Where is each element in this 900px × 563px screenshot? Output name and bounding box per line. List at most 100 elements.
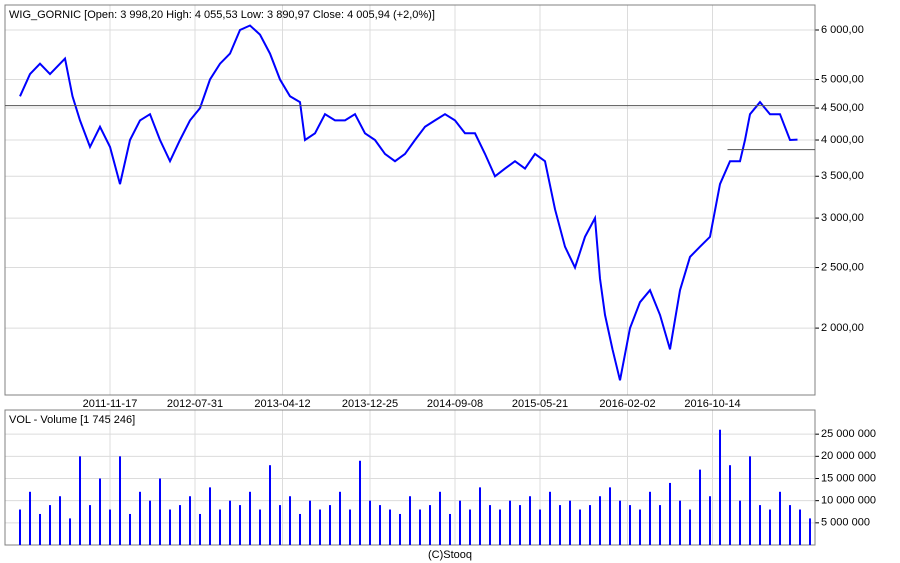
volume-bar [99, 478, 101, 545]
volume-bar [209, 487, 211, 545]
y-tick-label: 5 000 000 [821, 517, 870, 529]
volume-bar [569, 500, 571, 545]
y-tick-label: 10 000 000 [821, 495, 876, 507]
y-tick-label: 3 500,00 [821, 170, 864, 182]
volume-bar [599, 496, 601, 545]
x-tick-label: 2014-09-08 [427, 398, 483, 410]
y-tick-label: 5 000,00 [821, 73, 864, 85]
volume-bar [149, 500, 151, 545]
volume-bar [299, 513, 301, 545]
volume-bar [609, 487, 611, 545]
volume-bar [529, 496, 531, 545]
volume-bar [679, 500, 681, 545]
x-tick-label: 2015-05-21 [512, 398, 568, 410]
y-tick-label: 15 000 000 [821, 472, 876, 484]
x-tick-label: 2016-02-02 [599, 398, 655, 410]
volume-bar [589, 505, 591, 545]
volume-bar [309, 500, 311, 545]
volume-bar [419, 509, 421, 545]
volume-bar [129, 513, 131, 545]
volume-bar [719, 429, 721, 545]
panel-title: VOL - Volume [1 745 246] [9, 414, 135, 426]
volume-bar [779, 491, 781, 545]
volume-bar [629, 505, 631, 545]
footer: (C)Stooq [428, 549, 472, 561]
volume-bar [439, 491, 441, 545]
volume-bar [19, 509, 21, 545]
plot-frame [4, 4, 816, 396]
volume-bar [119, 456, 121, 545]
volume-bar [709, 496, 711, 545]
y-tick-label: 6 000,00 [821, 24, 864, 36]
y-tick-label: 2 500,00 [821, 261, 864, 273]
volume-bar [499, 509, 501, 545]
volume-bar [559, 505, 561, 545]
volume-bar [189, 496, 191, 545]
volume-bar [339, 491, 341, 545]
volume-bar [539, 509, 541, 545]
volume-bar [259, 509, 261, 545]
volume-bar [729, 465, 731, 545]
y-tick-label: 3 000,00 [821, 212, 864, 224]
volume-bar [689, 509, 691, 545]
volume-bar [509, 500, 511, 545]
volume-bar [619, 500, 621, 545]
volume-bar [69, 518, 71, 545]
volume-bar [649, 491, 651, 545]
plot-area [5, 5, 815, 395]
volume-bar [379, 505, 381, 545]
volume-bar [659, 505, 661, 545]
volume-bar [459, 500, 461, 545]
volume-bar [809, 518, 811, 545]
volume-bar [289, 496, 291, 545]
y-tick-label: 20 000 000 [821, 450, 876, 462]
volume-bar [89, 505, 91, 545]
volume-bar [59, 496, 61, 545]
volume-bar [319, 509, 321, 545]
volume-bar [799, 509, 801, 545]
volume-bar [239, 505, 241, 545]
volume-bar [429, 505, 431, 545]
volume-bar [369, 500, 371, 545]
x-tick-label: 2013-12-25 [342, 398, 398, 410]
volume-bar [349, 509, 351, 545]
volume-bar [219, 509, 221, 545]
volume-bar [639, 509, 641, 545]
x-tick-label: 2013-04-12 [254, 398, 310, 410]
volume-bar [409, 496, 411, 545]
volume-bar [39, 513, 41, 545]
volume-bar [29, 491, 31, 545]
volume-bar [179, 505, 181, 545]
volume-bar [329, 505, 331, 545]
volume-bar [489, 505, 491, 545]
volume-bar [249, 491, 251, 545]
price-line [19, 24, 798, 381]
volume-bar [769, 509, 771, 545]
y-tick-label: 2 000,00 [821, 322, 864, 334]
volume-bar [449, 513, 451, 545]
volume-bar [669, 482, 671, 545]
volume-bar [79, 456, 81, 545]
volume-bar [579, 509, 581, 545]
volume-bar [359, 460, 361, 545]
x-tick-label: 2016-10-14 [684, 398, 740, 410]
volume-bar [739, 500, 741, 545]
volume-bar [479, 487, 481, 545]
volume-bar [519, 505, 521, 545]
volume-bar [389, 509, 391, 545]
volume-bar [549, 491, 551, 545]
x-tick-label: 2011-11-17 [83, 398, 138, 410]
y-tick-label: 4 000,00 [821, 134, 864, 146]
x-tick-label: 2012-07-31 [167, 398, 223, 410]
volume-bar [469, 509, 471, 545]
volume-bar [159, 478, 161, 545]
volume-bar [789, 505, 791, 545]
volume-bar [139, 491, 141, 545]
panel-title: WIG_GORNIC [Open: 3 998,20 High: 4 055,5… [9, 9, 435, 21]
volume-bar [759, 505, 761, 545]
volume-bar [749, 456, 751, 545]
volume-bar [699, 469, 701, 545]
volume-bar [279, 505, 281, 545]
volume-bar [49, 505, 51, 545]
